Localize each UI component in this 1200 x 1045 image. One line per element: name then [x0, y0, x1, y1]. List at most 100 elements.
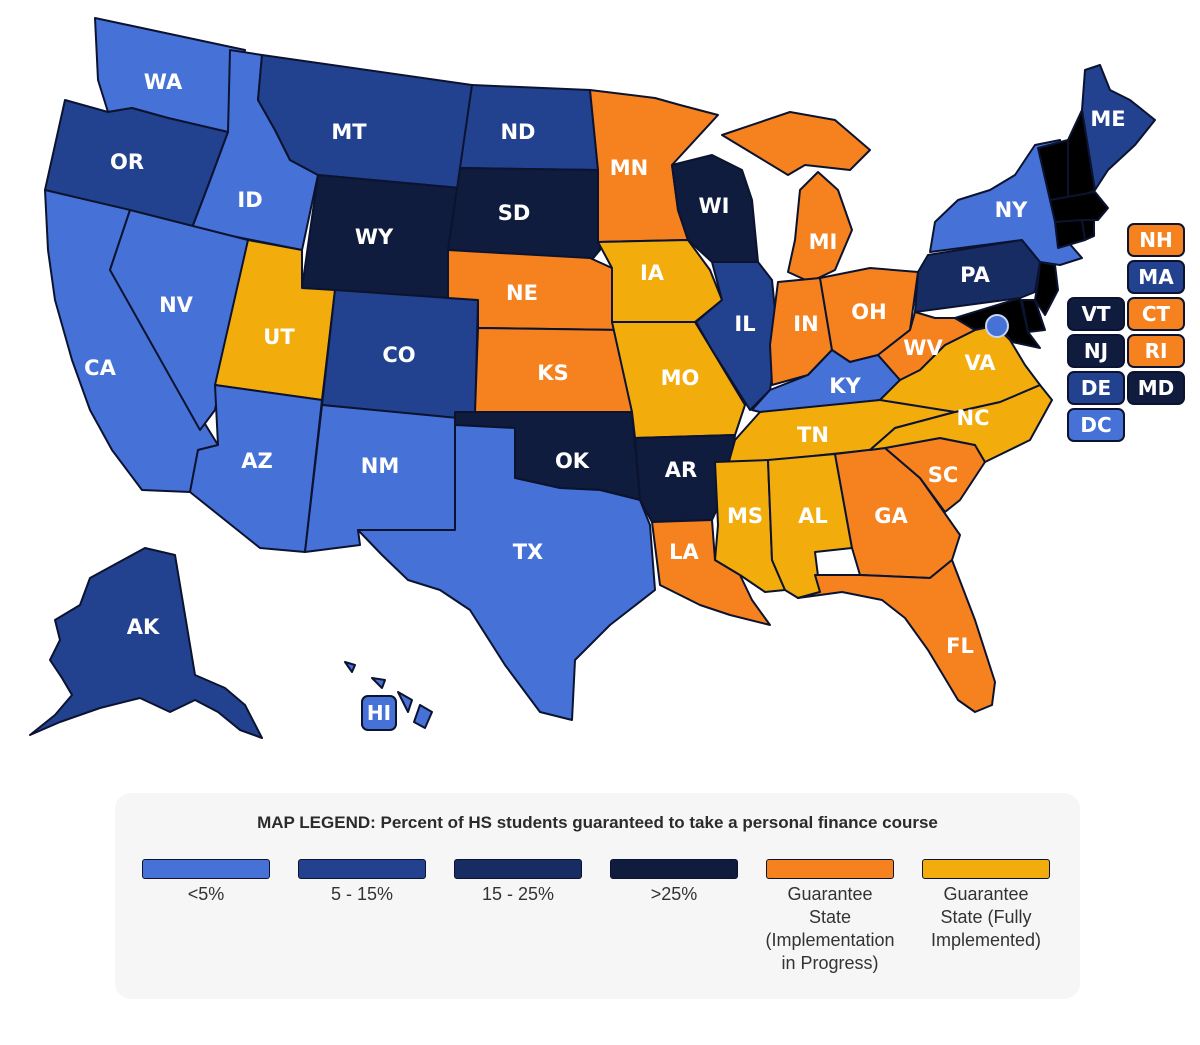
us-states-map: WA OR CA ID NV MT WY UT AZ CO NM ND SD N… — [29, 17, 1185, 739]
hi-badge-label: HI — [367, 701, 391, 725]
badge-box-ct — [1127, 297, 1185, 331]
state-label-az: AZ — [241, 449, 272, 473]
legend-label: >25% — [650, 884, 698, 904]
state-label-mi: MI — [809, 230, 838, 254]
state-label-mo: MO — [661, 366, 700, 390]
state-label-ut: UT — [263, 325, 295, 349]
hi-badge: HI — [361, 695, 397, 731]
state-nj — [1034, 261, 1059, 316]
badge-label-ri: RI — [1145, 339, 1168, 363]
badge-ct: CT — [1127, 297, 1185, 331]
state-ak — [29, 547, 263, 739]
legend-label: Guarantee State (Fully Implemented) — [930, 884, 1042, 950]
badge-label-ct: CT — [1142, 302, 1171, 326]
state-me — [1081, 64, 1156, 191]
state-label-sd: SD — [498, 201, 531, 225]
badge-ri: RI — [1127, 334, 1185, 368]
small-states-badges: NH MA VT CT NJ RI DE MD DC — [1067, 223, 1185, 442]
badge-ma: MA — [1127, 260, 1185, 294]
state-label-id: ID — [237, 188, 262, 212]
state-label-in: IN — [793, 312, 818, 336]
state-label-nd: ND — [500, 120, 535, 144]
state-mi — [721, 111, 871, 283]
state-wv — [877, 311, 976, 381]
state-label-sc: SC — [928, 463, 959, 487]
badge-label-vt: VT — [1081, 302, 1110, 326]
state-label-wa: WA — [144, 70, 183, 94]
legend-swatch — [454, 859, 582, 879]
state-label-la: LA — [669, 540, 699, 564]
state-label-ar: AR — [665, 458, 697, 482]
state-label-pa: PA — [960, 263, 990, 287]
state-label-wv: WV — [903, 336, 943, 360]
legend-label: 15 - 25% — [481, 884, 555, 904]
state-label-ks: KS — [537, 361, 568, 385]
badge-md: MD — [1127, 371, 1185, 405]
state-layer — [29, 17, 1156, 739]
state-label-nc: NC — [957, 406, 990, 430]
badge-nj: NJ — [1067, 334, 1125, 368]
state-label-tx: TX — [513, 540, 544, 564]
state-label-mn: MN — [610, 156, 648, 180]
map-legend: MAP LEGEND: Percent of HS students guara… — [115, 793, 1080, 999]
state-label-ak: AK — [127, 615, 160, 639]
badge-nh: NH — [1127, 223, 1185, 257]
badge-label-nj: NJ — [1084, 339, 1108, 363]
state-label-va: VA — [964, 351, 996, 375]
state-label-ga: GA — [874, 504, 908, 528]
badge-box-nh — [1127, 223, 1185, 257]
legend-item-gt25: >25% — [604, 859, 744, 906]
badge-label-de: DE — [1081, 376, 1111, 400]
badge-label-md: MD — [1138, 376, 1175, 400]
state-label-ia: IA — [640, 261, 665, 285]
state-label-al: AL — [798, 504, 828, 528]
legend-swatch — [922, 859, 1050, 879]
badge-dc: DC — [1067, 408, 1125, 442]
badge-box-nj — [1067, 334, 1125, 368]
badge-box-ma — [1127, 260, 1185, 294]
badge-box-md — [1127, 371, 1185, 405]
state-label-ne: NE — [506, 281, 538, 305]
label-layer: WA OR CA ID NV MT WY UT AZ CO NM ND SD N… — [84, 70, 1125, 658]
state-sd — [447, 167, 601, 263]
state-nc — [869, 384, 1053, 463]
state-label-il: IL — [734, 312, 755, 336]
badge-label-dc: DC — [1080, 413, 1111, 437]
dc-marker — [985, 314, 1009, 338]
state-label-oh: OH — [851, 300, 886, 324]
state-label-fl: FL — [946, 634, 974, 658]
badge-label-ma: MA — [1138, 265, 1174, 289]
badge-box-ri — [1127, 334, 1185, 368]
state-label-tn: TN — [797, 423, 829, 447]
legend-swatch — [298, 859, 426, 879]
state-ct — [1054, 219, 1086, 249]
state-label-co: CO — [382, 343, 415, 367]
legend-item-guarantee-full: Guarantee State (Fully Implemented) — [916, 859, 1056, 952]
legend-item-b5-15: 5 - 15% — [292, 859, 432, 906]
state-la — [651, 519, 771, 626]
state-tx — [357, 424, 656, 721]
badge-box-vt — [1067, 297, 1125, 331]
badge-box-de — [1067, 371, 1125, 405]
state-label-ok: OK — [555, 449, 590, 473]
hi-badge-box — [361, 695, 397, 731]
state-label-ny: NY — [995, 198, 1029, 222]
state-fl — [797, 559, 996, 713]
legend-label: Guarantee State (Implementation in Progr… — [765, 884, 895, 973]
legend-item-guarantee-progress: Guarantee State (Implementation in Progr… — [760, 859, 900, 975]
map-canvas: WA OR CA ID NV MT WY UT AZ CO NM ND SD N… — [29, 17, 1185, 739]
state-label-or: OR — [110, 150, 144, 174]
legend-swatch — [142, 859, 270, 879]
state-label-mt: MT — [331, 120, 367, 144]
state-label-nm: NM — [361, 454, 399, 478]
state-label-ky: KY — [829, 374, 861, 398]
state-hi — [344, 661, 433, 729]
state-label-ca: CA — [84, 356, 116, 380]
state-label-ms: MS — [727, 504, 763, 528]
legend-title: MAP LEGEND: Percent of HS students guara… — [257, 813, 938, 832]
legend-label: 5 - 15% — [330, 884, 394, 904]
badge-box-dc — [1067, 408, 1125, 442]
legend-item-b15-25: 15 - 25% — [448, 859, 588, 906]
badge-label-nh: NH — [1139, 228, 1172, 252]
legend-swatch — [766, 859, 894, 879]
